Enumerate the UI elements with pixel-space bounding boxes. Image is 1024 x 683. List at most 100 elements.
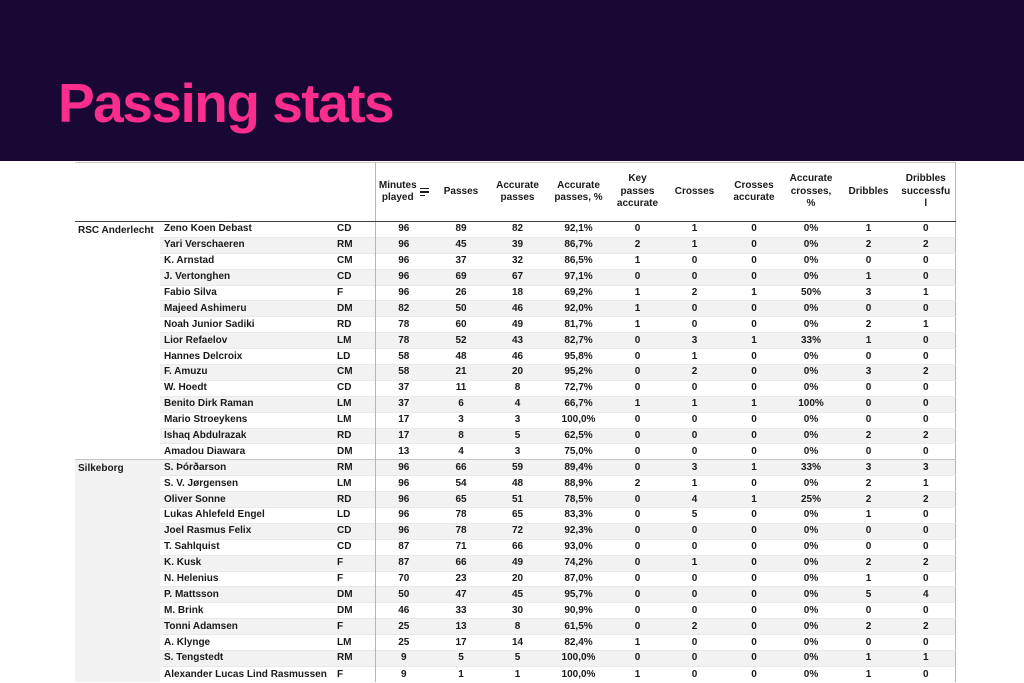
player-row: J. Vertonghen CD 96 69 67 97,1% 0 0 0 0% 1 0 (75, 269, 955, 286)
stat-cell: 18 (511, 287, 524, 298)
column-header-accurate-passes-pct[interactable]: Accurate passes, % (545, 162, 612, 222)
stat-cell: 70 (374, 571, 432, 587)
stat-cell: 0 (922, 604, 929, 616)
stat-cell: 0% (782, 555, 840, 572)
stat-cell: 86,7% (545, 237, 612, 254)
stat-cell: 0 (663, 428, 726, 444)
stat-cell: 0% (782, 650, 840, 667)
stat-cell: 96 (374, 507, 432, 524)
stat-cell: 0 (922, 541, 929, 553)
stat-cell: 0% (782, 269, 840, 286)
stat-cell: 0% (782, 364, 840, 381)
stat-cell: 0 (751, 350, 757, 362)
stat-cell: 3 (514, 445, 521, 457)
stat-cell: 0 (612, 555, 663, 572)
stat-cell: 82,7% (545, 332, 612, 349)
stat-cell: 100,0% (561, 414, 596, 426)
stat-cell: 2 (663, 618, 726, 635)
team-column-header (75, 162, 160, 222)
stat-cell: 89 (455, 223, 467, 235)
stat-cell: 0 (726, 555, 782, 572)
stat-cell: 0 (612, 332, 663, 349)
passing-stats-table: Minutes played Passes Accurate passes Ac… (75, 162, 956, 683)
position-cell: CD (337, 541, 352, 553)
stat-cell: 33% (782, 459, 840, 476)
stat-cell: 87 (374, 555, 432, 572)
position-cell: CM (335, 364, 375, 381)
stat-cell: 1 (840, 650, 897, 667)
stat-cell: 1 (897, 650, 955, 667)
player-name-cell: Oliver Sonne (160, 491, 335, 508)
stat-cell: 0 (663, 586, 726, 603)
team-cell: Silkeborg (75, 459, 160, 683)
column-header-passes[interactable]: Passes (432, 162, 490, 222)
position-cell: CD (337, 223, 352, 235)
title-banner: Passing stats (0, 0, 1024, 161)
column-header-dribbles-successful[interactable]: Dribbles successful (897, 162, 955, 222)
position-cell: F (335, 618, 375, 635)
column-header-accurate-crosses-pct[interactable]: Accurate crosses, % (782, 162, 840, 222)
stat-cell: 65 (511, 509, 524, 521)
stat-cell: 2 (897, 428, 955, 444)
stat-cell: 0 (612, 523, 663, 540)
stat-cell: 0 (922, 636, 929, 648)
player-row: Fabio Silva F 96 26 18 69,2% 1 2 1 50% 3 1 (75, 285, 955, 301)
sort-descending-icon[interactable] (420, 187, 429, 197)
stat-cell: 95,7% (545, 586, 612, 603)
stat-cell: 5 (840, 586, 897, 603)
stat-cell: 0% (803, 573, 819, 585)
stat-cell: 2 (840, 491, 897, 508)
stat-cell: 81,7% (564, 318, 593, 330)
stat-cell: 0 (865, 382, 872, 394)
stat-cell: 1 (726, 491, 782, 508)
stat-cell: 17 (455, 636, 467, 648)
player-row: T. Sahlquist CD 87 71 66 93,0% 0 0 0 0% 0 0 (75, 539, 955, 556)
stat-cell: 1 (840, 332, 897, 349)
player-name-cell: Tonni Adamsen (160, 618, 335, 635)
stat-cell: 96 (374, 285, 432, 301)
stat-cell: 0 (634, 573, 641, 585)
player-row: Lukas Ahlefeld Engel LD 96 78 65 83,3% 0 5 0 0% 1 0 (75, 507, 955, 524)
column-header-crosses[interactable]: Crosses (663, 162, 726, 222)
stat-cell: 0 (612, 650, 663, 667)
stat-cell: 25% (782, 491, 840, 508)
column-header-dribbles[interactable]: Dribbles (840, 162, 897, 222)
player-row: Alexander Lucas Lind Rasmussen F 9 1 1 100,0%… (75, 666, 955, 683)
stat-cell: 37 (455, 255, 467, 267)
stat-cell: 96 (374, 221, 432, 238)
stat-cell: 1 (663, 237, 726, 254)
stat-cell: 1 (612, 300, 663, 317)
player-row: M. Brink DM 46 33 30 90,9% 0 0 0 0% 0 0 (75, 602, 955, 619)
stat-cell: 0 (751, 477, 757, 489)
stat-cell: 0% (782, 523, 840, 540)
stat-cell: 0 (634, 445, 641, 457)
stat-cell: 47 (432, 586, 490, 603)
column-header-crosses-accurate[interactable]: Crosses accurate (726, 162, 782, 222)
stat-cell: 96 (374, 253, 432, 270)
stat-cell: 96 (374, 459, 432, 476)
stat-cell: 87 (374, 539, 432, 556)
player-name-cell: N. Helenius (164, 573, 219, 585)
column-header-minutes-played[interactable]: Minutes played (374, 162, 432, 222)
stat-cell: 5 (691, 509, 698, 521)
stat-cell: 1 (634, 318, 641, 330)
column-header-key-passes-accurate[interactable]: Key passes accurate (612, 162, 663, 222)
player-row: S. Tengstedt RM 9 5 5 100,0% 0 0 0 0% 1 1 (75, 650, 955, 667)
stat-cell: 88,9% (564, 477, 593, 489)
stat-cell: 0 (691, 573, 698, 585)
stat-cell: 0% (803, 318, 819, 330)
stat-cell: 1 (922, 477, 929, 489)
stat-cell: 52 (432, 332, 490, 349)
player-name-cell: Mario Stroeykens (164, 414, 248, 426)
column-header-accurate-passes[interactable]: Accurate passes (490, 162, 545, 222)
player-row: Noah Junior Sadiki RD 78 60 49 81,7% 1 0 0 0% 2 1 (75, 316, 955, 333)
player-name-cell: Benito Dirk Raman (160, 396, 335, 413)
stat-cell: 6 (432, 396, 490, 413)
stat-cell: 50 (432, 300, 490, 317)
stat-cell: 0 (865, 255, 872, 267)
stat-cell: 2 (634, 477, 641, 489)
stat-cell: 2 (865, 477, 872, 489)
stat-cell: 0% (782, 237, 840, 254)
stat-cell: 0 (897, 269, 955, 286)
player-row: Amadou Diawara DM 13 4 3 75,0% 0 0 0 0% 0 0 (75, 443, 955, 460)
